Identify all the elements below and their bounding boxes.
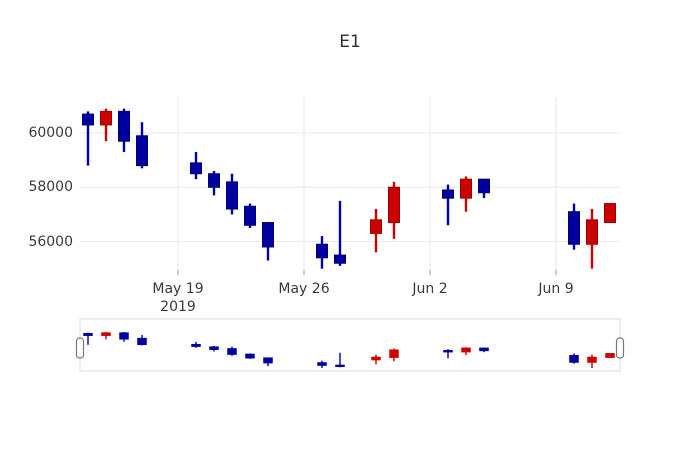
chart-title: E1	[339, 32, 361, 52]
rangeslider-candle-body	[83, 332, 93, 336]
plot-area[interactable]	[80, 97, 620, 270]
rangeslider-candle-body	[119, 332, 129, 340]
rangeslider-candle-body	[245, 353, 255, 359]
candle-body-down	[568, 211, 580, 245]
x-tick-label: Jun 2	[412, 281, 448, 297]
candle-body-up	[586, 219, 598, 245]
candle-body-up	[460, 178, 472, 199]
candle-body-down	[190, 162, 202, 175]
rangeslider-candle-body	[605, 353, 615, 358]
rangeslider-candle-body	[569, 354, 579, 363]
rangeslider-candle-body	[389, 349, 399, 358]
rangeslider-right-handle[interactable]	[615, 337, 625, 359]
rangeslider-candle-body	[227, 348, 237, 355]
rangeslider-candle-body	[191, 343, 201, 347]
candle-body-down	[478, 178, 490, 194]
rangeslider-candle-body	[101, 332, 111, 336]
candle-body-up	[388, 186, 400, 224]
y-tick-label: 60000	[28, 125, 73, 142]
x-tick-label: May 19	[152, 281, 204, 297]
candle-body-down	[208, 173, 220, 188]
rangeslider-candle-body	[317, 362, 327, 366]
y-tick-label: 58000	[28, 179, 73, 196]
x-tick-label: May 26	[278, 281, 330, 297]
candle-body-down	[244, 205, 256, 226]
x-tick-label: Jun 9	[538, 281, 574, 297]
rangeslider-candle-body	[263, 357, 273, 364]
rangeslider-candle-body	[479, 347, 489, 352]
candle-body-down	[334, 254, 346, 264]
candle-body-down	[442, 189, 454, 199]
x-tick-year-label: 2019	[160, 299, 196, 315]
candle-body-down	[82, 113, 94, 126]
rangeslider-candle-body	[371, 356, 381, 361]
candle-body-down	[118, 110, 130, 142]
rangeslider-candle-body	[335, 364, 345, 368]
candle-body-up	[100, 110, 112, 126]
rangeslider-track[interactable]	[79, 318, 621, 372]
rangeslider-candle-body	[209, 346, 219, 350]
candle-body-down	[316, 243, 328, 259]
candle-body-down	[262, 222, 274, 248]
y-tick-label: 56000	[28, 233, 73, 250]
candle-body-down	[136, 135, 148, 167]
candle-body-down	[226, 181, 238, 210]
rangeslider-candle-body	[461, 347, 471, 353]
rangeslider-candle-body	[587, 356, 597, 363]
rangeslider-candle-body	[137, 337, 147, 346]
rangeslider-candle-body	[443, 350, 453, 353]
candle-body-up	[370, 219, 382, 234]
rangeslider-left-handle[interactable]	[75, 337, 85, 359]
candle-body-up	[604, 203, 616, 224]
